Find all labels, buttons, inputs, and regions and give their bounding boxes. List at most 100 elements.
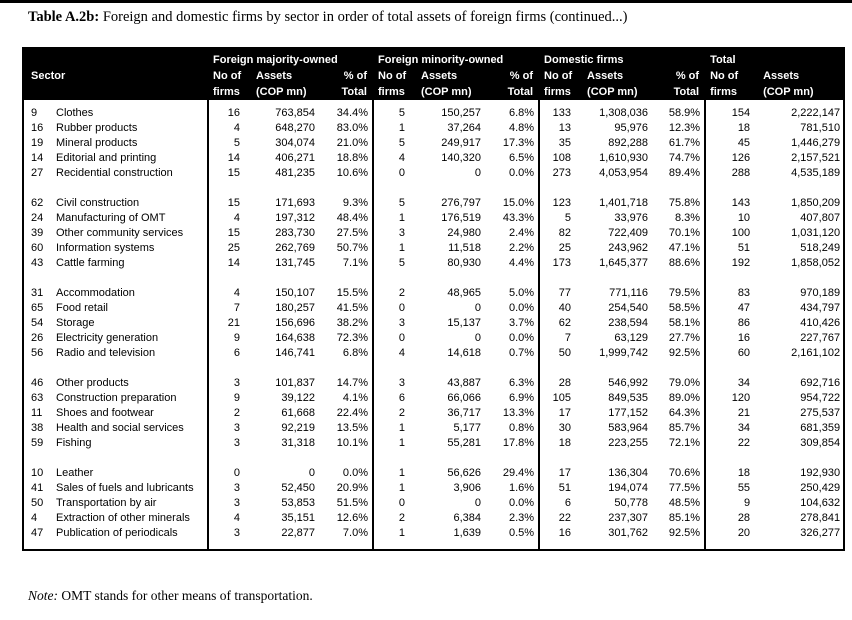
header-dom-copmn: (COP mn) xyxy=(583,84,659,100)
sector-number: 16 xyxy=(31,122,44,134)
dom-no-of-firms: 62 xyxy=(538,316,584,331)
fmin-no-of-firms: 5 xyxy=(372,196,417,211)
fmaj-no-of-firms: 15 xyxy=(207,226,252,241)
dom-pct-of-total: 58.9% xyxy=(668,107,701,119)
header-fmaj-assets: Assets xyxy=(252,68,325,84)
dom-no-of-firms: 17 xyxy=(538,466,584,481)
sector-number: 43 xyxy=(31,257,44,269)
spacer-cell xyxy=(491,181,539,196)
spacer-cell xyxy=(372,541,417,550)
sector-name: Food retail xyxy=(56,302,108,314)
dom-pct-of-total: 61.7% xyxy=(668,137,701,149)
sector-name: Civil construction xyxy=(56,197,140,209)
total-no-of-firms: 16 xyxy=(704,331,760,346)
spacer-cell xyxy=(23,181,53,196)
fmaj-assets: 146,741 xyxy=(275,347,315,359)
fmin-assets: 0 xyxy=(474,497,481,509)
fmaj-assets: 53,853 xyxy=(281,497,315,509)
spacer-cell xyxy=(417,451,491,466)
total-assets: 410,426 xyxy=(800,317,841,329)
fmaj-assets: 156,696 xyxy=(275,317,315,329)
table-row: 63 Construction preparation 9 39,122 4.1% 6 66… xyxy=(23,391,844,406)
sector-name: Electricity generation xyxy=(56,332,159,344)
fmin-pct-of-total: 6.8% xyxy=(508,107,535,119)
fmin-pct-of-total: 0.0% xyxy=(508,332,535,344)
sector-name: Manufacturing of OMT xyxy=(56,212,166,224)
header-fmin-pct: % of xyxy=(491,68,540,84)
total-assets: 1,446,279 xyxy=(791,137,841,149)
header-subrow-2: firms (COP mn) Total firms (COP mn) Tota… xyxy=(23,84,845,100)
table-row: 43 Cattle farming 14 131,745 7.1% 5 80,930 4.4%… xyxy=(23,256,844,271)
spacer-cell xyxy=(207,541,252,550)
header-total-copmn: (COP mn) xyxy=(759,84,845,100)
fmaj-pct-of-total: 10.6% xyxy=(336,167,368,179)
fmaj-no-of-firms: 4 xyxy=(207,121,252,136)
header-fmaj-firms: firms xyxy=(207,84,252,100)
sector-name: Clothes xyxy=(56,107,94,119)
total-no-of-firms: 47 xyxy=(704,301,760,316)
total-assets: 227,767 xyxy=(800,332,841,344)
dom-assets: 63,129 xyxy=(614,332,649,344)
fmaj-assets: 481,235 xyxy=(275,167,315,179)
spacer-cell xyxy=(704,541,760,550)
fmin-pct-of-total: 1.6% xyxy=(508,482,535,494)
header-fmin-no-of: No of xyxy=(372,68,417,84)
spacer-row xyxy=(23,451,844,466)
spacer-cell xyxy=(372,100,417,106)
fmin-pct-of-total: 6.3% xyxy=(508,377,535,389)
total-no-of-firms: 34 xyxy=(704,421,760,436)
total-assets: 1,031,120 xyxy=(791,227,841,239)
sector-name: Cattle farming xyxy=(56,257,125,269)
dom-assets: 771,116 xyxy=(609,287,649,299)
table-row: 31 Accommodation 4 150,107 15.5% 2 48,965 5.0% 7… xyxy=(23,286,844,301)
spacer-cell xyxy=(658,181,705,196)
dom-assets: 4,053,954 xyxy=(599,167,649,179)
fmin-pct-of-total: 0.8% xyxy=(508,422,535,434)
sector-number: 54 xyxy=(31,317,44,329)
table-row: 27 Recidential construction 15 481,235 10.6%… xyxy=(23,166,844,181)
dom-no-of-firms: 273 xyxy=(538,166,584,181)
dom-no-of-firms: 6 xyxy=(538,496,584,511)
spacer-cell xyxy=(325,181,373,196)
sector-name: Shoes and footwear xyxy=(56,407,154,419)
dom-no-of-firms: 82 xyxy=(538,226,584,241)
sector-name: Publication of periodicals xyxy=(56,527,178,539)
fmin-assets: 0 xyxy=(474,167,481,179)
fmin-assets: 36,717 xyxy=(447,407,481,419)
dom-pct-of-total: 89.0% xyxy=(668,392,701,404)
fmin-no-of-firms: 1 xyxy=(372,481,417,496)
dom-no-of-firms: 77 xyxy=(538,286,584,301)
sector-number: 60 xyxy=(31,242,44,254)
fmaj-assets: 304,074 xyxy=(275,137,315,149)
spacer-cell xyxy=(23,451,53,466)
dom-no-of-firms: 51 xyxy=(538,481,584,496)
dom-pct-of-total: 77.5% xyxy=(668,482,701,494)
header-dom-pct: % of xyxy=(658,68,706,84)
total-assets: 4,535,189 xyxy=(791,167,841,179)
fmaj-pct-of-total: 18.8% xyxy=(336,152,368,164)
sector-number: 4 xyxy=(31,512,38,524)
table-title: Table A.2b: Foreign and domestic firms b… xyxy=(28,8,828,26)
spacer-cell xyxy=(53,271,208,286)
dom-pct-of-total: 47.1% xyxy=(668,242,701,254)
fmaj-pct-of-total: 7.0% xyxy=(342,527,368,539)
sector-name: Storage xyxy=(56,317,95,329)
spacer-cell xyxy=(583,361,658,376)
fmin-assets: 55,281 xyxy=(447,437,481,449)
fmaj-assets: 131,745 xyxy=(275,257,315,269)
fmaj-no-of-firms: 4 xyxy=(207,286,252,301)
fmaj-no-of-firms: 21 xyxy=(207,316,252,331)
dom-assets: 546,992 xyxy=(608,377,649,389)
table-row: 16 Rubber products 4 648,270 83.0% 1 37,264 4.8… xyxy=(23,121,844,136)
fmaj-no-of-firms: 25 xyxy=(207,241,252,256)
spacer-cell xyxy=(372,271,417,286)
total-assets: 954,722 xyxy=(800,392,841,404)
spacer-cell xyxy=(658,451,705,466)
sector-name: Radio and television xyxy=(56,347,156,359)
table-row: 9 Clothes 16 763,854 34.4% 5 150,257 6.8% 133 1,3… xyxy=(23,106,844,121)
fmaj-assets: 648,270 xyxy=(275,122,315,134)
spacer-cell xyxy=(658,271,705,286)
sector-name: Extraction of other minerals xyxy=(56,512,190,524)
total-no-of-firms: 192 xyxy=(704,256,760,271)
fmin-pct-of-total: 3.7% xyxy=(508,317,535,329)
